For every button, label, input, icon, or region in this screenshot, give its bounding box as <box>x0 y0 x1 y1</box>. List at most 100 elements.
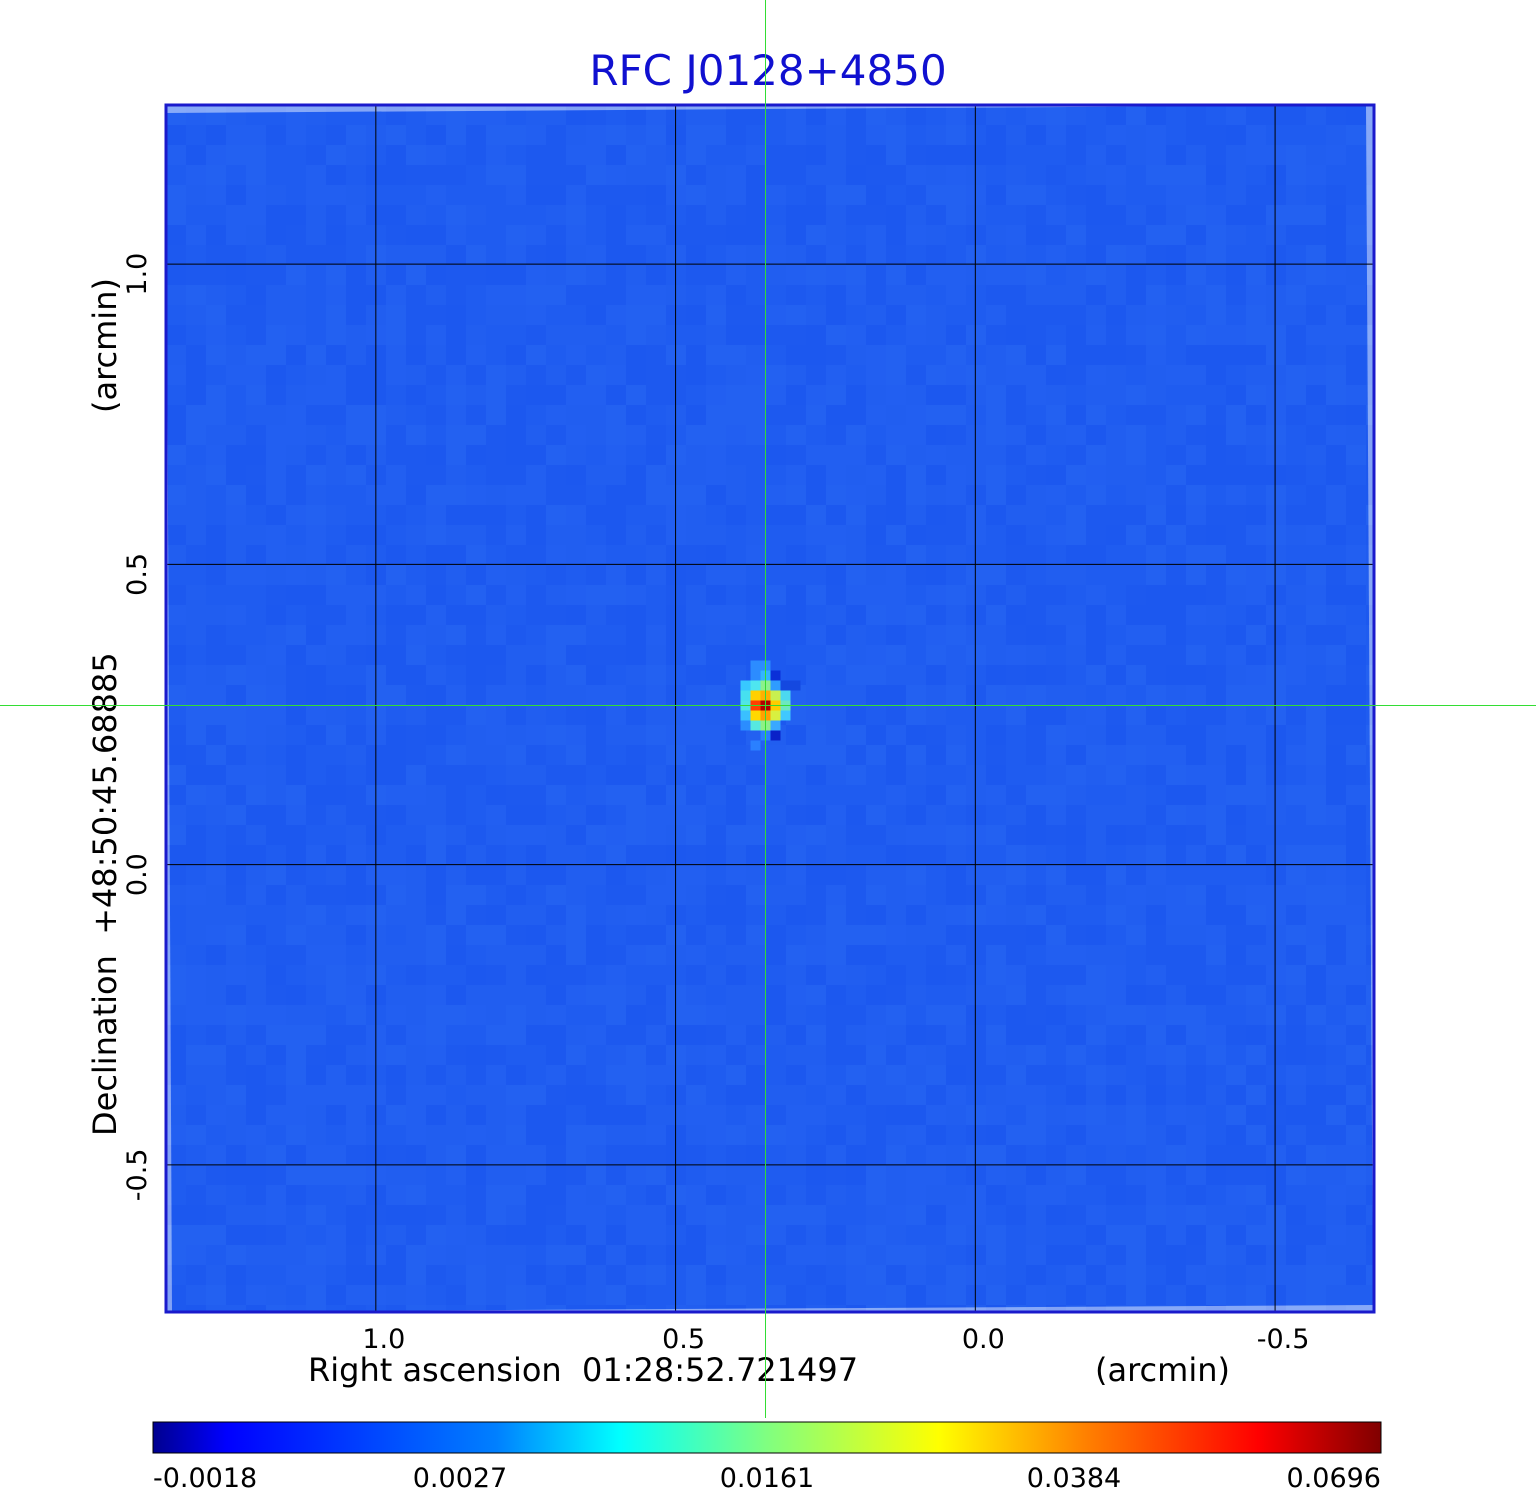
noise-cell <box>506 365 526 385</box>
noise-cell <box>1066 845 1086 865</box>
noise-cell <box>546 1205 566 1225</box>
noise-cell <box>486 885 506 905</box>
noise-cell <box>486 645 506 665</box>
noise-cell <box>746 1245 766 1265</box>
noise-cell <box>546 1165 566 1185</box>
noise-cell <box>226 185 246 205</box>
noise-cell <box>1206 245 1226 265</box>
noise-cell <box>266 485 286 505</box>
noise-cell <box>1266 365 1286 385</box>
noise-cell <box>446 225 466 245</box>
noise-cell <box>286 125 306 145</box>
noise-cell <box>966 145 986 165</box>
noise-cell <box>806 565 826 585</box>
noise-cell <box>1106 1245 1126 1265</box>
noise-cell <box>626 605 646 625</box>
noise-cell <box>506 865 526 885</box>
noise-cell <box>1046 465 1066 485</box>
noise-cell <box>1186 285 1206 305</box>
noise-cell <box>1006 865 1026 885</box>
noise-cell <box>426 485 446 505</box>
noise-cell <box>806 605 826 625</box>
noise-cell <box>986 585 1006 605</box>
noise-cell <box>1066 245 1086 265</box>
noise-cell <box>406 905 426 925</box>
noise-cell <box>966 305 986 325</box>
noise-cell <box>206 665 226 685</box>
noise-cell <box>1366 745 1374 765</box>
noise-cell <box>1026 305 1046 325</box>
noise-cell <box>806 385 826 405</box>
noise-cell <box>286 245 306 265</box>
noise-cell <box>346 205 366 225</box>
noise-cell <box>826 965 846 985</box>
noise-cell <box>346 225 366 245</box>
noise-cell <box>986 305 1006 325</box>
noise-cell <box>1186 405 1206 425</box>
noise-cell <box>1166 1025 1186 1045</box>
noise-cell <box>546 105 566 125</box>
noise-cell <box>186 1065 206 1085</box>
noise-cell <box>1126 1005 1146 1025</box>
noise-cell <box>1046 145 1066 165</box>
noise-cell <box>1266 965 1286 985</box>
noise-cell <box>1246 625 1266 645</box>
source-pixel <box>740 680 751 691</box>
noise-cell <box>586 325 606 345</box>
noise-cell <box>186 885 206 905</box>
noise-cell <box>166 345 186 365</box>
noise-cell <box>1126 985 1146 1005</box>
noise-cell <box>1046 1045 1066 1065</box>
noise-cell <box>346 1285 366 1305</box>
noise-cell <box>826 125 846 145</box>
noise-cell <box>1086 605 1106 625</box>
noise-cell <box>946 1165 966 1185</box>
noise-cell <box>1026 325 1046 345</box>
noise-cell <box>426 265 446 285</box>
noise-cell <box>1026 1185 1046 1205</box>
noise-cell <box>1326 1005 1346 1025</box>
noise-cell <box>766 745 786 765</box>
noise-cell <box>686 765 706 785</box>
noise-cell <box>906 705 926 725</box>
noise-cell <box>386 765 406 785</box>
noise-cell <box>646 725 666 745</box>
noise-cell <box>886 1185 906 1205</box>
noise-cell <box>466 385 486 405</box>
noise-cell <box>1246 405 1266 425</box>
noise-cell <box>1066 425 1086 445</box>
noise-cell <box>886 325 906 345</box>
noise-cell <box>1146 765 1166 785</box>
noise-cell <box>186 745 206 765</box>
noise-cell <box>466 705 486 725</box>
noise-cell <box>866 1005 886 1025</box>
noise-cell <box>566 785 586 805</box>
noise-cell <box>166 765 186 785</box>
noise-cell <box>1006 105 1026 125</box>
noise-cell <box>766 925 786 945</box>
noise-cell <box>626 625 646 645</box>
noise-cell <box>266 845 286 865</box>
noise-cell <box>566 965 586 985</box>
noise-cell <box>306 165 326 185</box>
noise-cell <box>486 1225 506 1245</box>
noise-cell <box>506 1205 526 1225</box>
noise-cell <box>1366 825 1374 845</box>
noise-cell <box>246 1305 266 1312</box>
noise-cell <box>1026 725 1046 745</box>
noise-cell <box>946 1065 966 1085</box>
noise-cell <box>386 605 406 625</box>
noise-cell <box>966 1265 986 1285</box>
noise-cell <box>1306 105 1326 125</box>
noise-cell <box>1066 565 1086 585</box>
noise-cell <box>926 725 946 745</box>
noise-cell <box>506 1025 526 1045</box>
noise-cell <box>586 925 606 945</box>
noise-cell <box>766 525 786 545</box>
noise-cell <box>926 405 946 425</box>
noise-cell <box>1286 645 1306 665</box>
noise-cell <box>446 345 466 365</box>
noise-cell <box>1046 805 1066 825</box>
y-tick-label: -0.5 <box>122 1149 153 1202</box>
noise-cell <box>1106 445 1126 465</box>
